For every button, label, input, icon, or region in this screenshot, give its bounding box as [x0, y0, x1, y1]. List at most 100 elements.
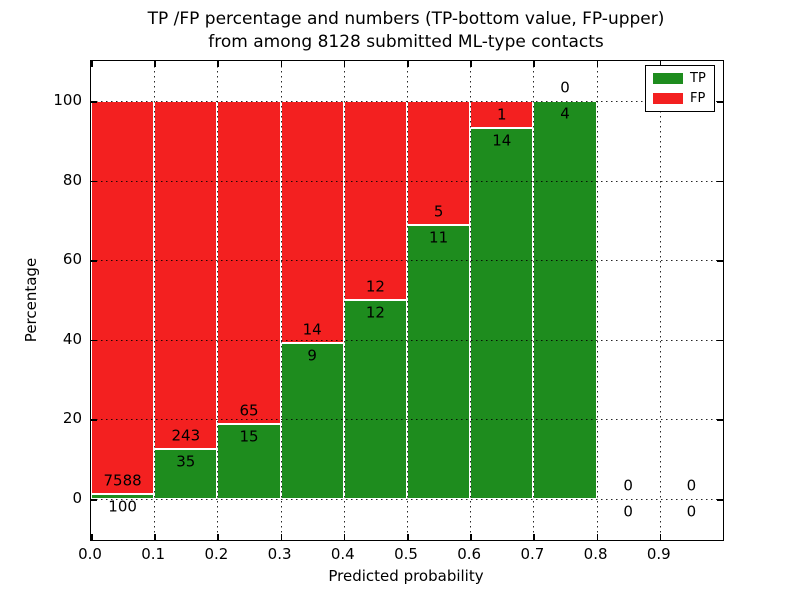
x-tick-mark — [407, 61, 409, 67]
y-tick-label: 40 — [62, 329, 82, 348]
vertical-gridline — [470, 61, 472, 540]
legend-label-fp: FP — [690, 91, 706, 106]
vertical-gridline — [533, 61, 535, 540]
tp-count-label: 4 — [560, 104, 570, 123]
legend-label-tp: TP — [690, 71, 706, 86]
y-tick-mark — [91, 180, 97, 183]
tp-bar-segment — [154, 448, 218, 499]
y-tick-label: 20 — [62, 409, 82, 428]
vertical-gridline — [343, 61, 345, 540]
tp-bar-segment — [533, 101, 597, 499]
tp-count-label: 0 — [686, 502, 697, 521]
tp-count-label: 100 — [108, 497, 137, 516]
y-tick-mark — [91, 339, 97, 342]
x-tick-mark — [91, 534, 93, 540]
x-tick-mark — [91, 61, 93, 67]
x-tick-label: 0.7 — [520, 545, 545, 563]
x-tick-mark — [659, 61, 662, 67]
y-tick-label: 0 — [72, 489, 82, 507]
y-tick-mark — [717, 260, 723, 262]
x-tick-label: 0.5 — [394, 545, 418, 563]
x-tick-mark — [470, 61, 472, 67]
fp-count-label: 1 — [497, 105, 507, 124]
y-axis-label: Percentage — [22, 257, 40, 343]
x-tick-mark — [280, 61, 283, 67]
fp-count-label: 243 — [171, 426, 201, 445]
y-tick-mark — [717, 419, 723, 421]
tp-count-label: 11 — [429, 228, 449, 247]
y-tick-mark — [91, 260, 97, 262]
y-tick-mark — [91, 419, 97, 421]
x-tick-label: 0.2 — [204, 545, 229, 563]
x-tick-label: 0.1 — [141, 545, 166, 563]
x-tick-mark — [154, 534, 156, 540]
y-tick-mark — [717, 499, 723, 501]
vertical-gridline — [596, 61, 598, 540]
tp-bar-segment — [407, 225, 471, 499]
x-tick-mark — [659, 534, 662, 540]
tp-bar-segment — [91, 493, 155, 499]
chart-title-line2: from among 8128 submitted ML-type contac… — [208, 32, 604, 52]
y-tick-mark — [717, 339, 723, 342]
fp-count-label: 14 — [302, 320, 322, 339]
y-tick-label: 60 — [62, 250, 82, 269]
tp-bar-segment — [470, 127, 534, 499]
x-tick-mark — [596, 61, 599, 67]
fp-count-label: 12 — [365, 277, 385, 296]
fp-count-label: 0 — [623, 476, 633, 495]
vertical-gridline — [217, 61, 219, 540]
x-tick-mark — [596, 534, 599, 540]
tp-bar-segment — [343, 300, 407, 499]
x-axis-label: Predicted probability — [328, 567, 484, 585]
fp-bar-segment — [280, 101, 344, 344]
x-tick-mark — [343, 534, 346, 540]
tp-count-label: 9 — [307, 346, 317, 365]
vertical-gridline — [407, 61, 408, 540]
fp-bar-segment — [154, 101, 218, 449]
y-tick-mark — [717, 101, 723, 103]
x-tick-label: 0.4 — [330, 545, 355, 563]
x-tick-mark — [280, 534, 283, 540]
x-tick-mark — [470, 534, 472, 540]
vertical-gridline — [154, 61, 156, 540]
tp-count-label: 15 — [239, 427, 259, 446]
legend-row-fp: FP — [653, 92, 707, 105]
vertical-gridline — [280, 61, 282, 540]
legend-row-tp: TP — [653, 72, 707, 85]
x-tick-mark — [533, 61, 535, 67]
vertical-gridline — [659, 61, 661, 540]
fp-count-label: 7588 — [103, 471, 142, 490]
y-tick-label: 80 — [62, 170, 82, 189]
x-tick-label: 0.8 — [583, 545, 608, 563]
tp-legend-swatch-icon — [653, 73, 683, 84]
x-tick-mark — [407, 534, 409, 540]
x-tick-mark — [343, 61, 346, 67]
tp-count-label: 35 — [176, 452, 196, 471]
x-tick-mark — [533, 534, 535, 540]
x-tick-mark — [217, 534, 219, 540]
fp-bar-segment — [470, 101, 534, 128]
y-tick-mark — [717, 180, 723, 183]
tp-bar-segment — [280, 343, 344, 499]
fp-count-label: 65 — [239, 401, 259, 420]
y-tick-mark — [91, 499, 97, 501]
x-tick-mark — [154, 61, 156, 67]
plot-area: 7588 100 243 35 65 15 14 9 12 12 5 11 1 14 0 4 0 0 0 0 — [90, 60, 724, 541]
x-tick-mark — [217, 61, 219, 67]
legend: TP FP — [645, 65, 715, 112]
fp-count-label: 0 — [686, 476, 697, 495]
fp-bar-segment — [91, 101, 155, 494]
x-tick-label: 0.6 — [457, 545, 482, 563]
fp-legend-swatch-icon — [653, 93, 683, 104]
x-tick-label: 0.3 — [267, 545, 292, 563]
chart-title: TP /FP percentage and numbers (TP-bottom… — [90, 8, 722, 54]
fp-count-label: 0 — [560, 78, 570, 97]
fp-bar-segment — [343, 101, 407, 300]
x-tick-label: 0.9 — [646, 545, 671, 563]
y-tick-mark — [91, 101, 97, 103]
fp-count-label: 5 — [433, 202, 444, 221]
fp-bar-segment — [217, 101, 281, 425]
x-tick-label: 0.0 — [78, 545, 102, 563]
tp-count-label: 14 — [492, 131, 512, 150]
